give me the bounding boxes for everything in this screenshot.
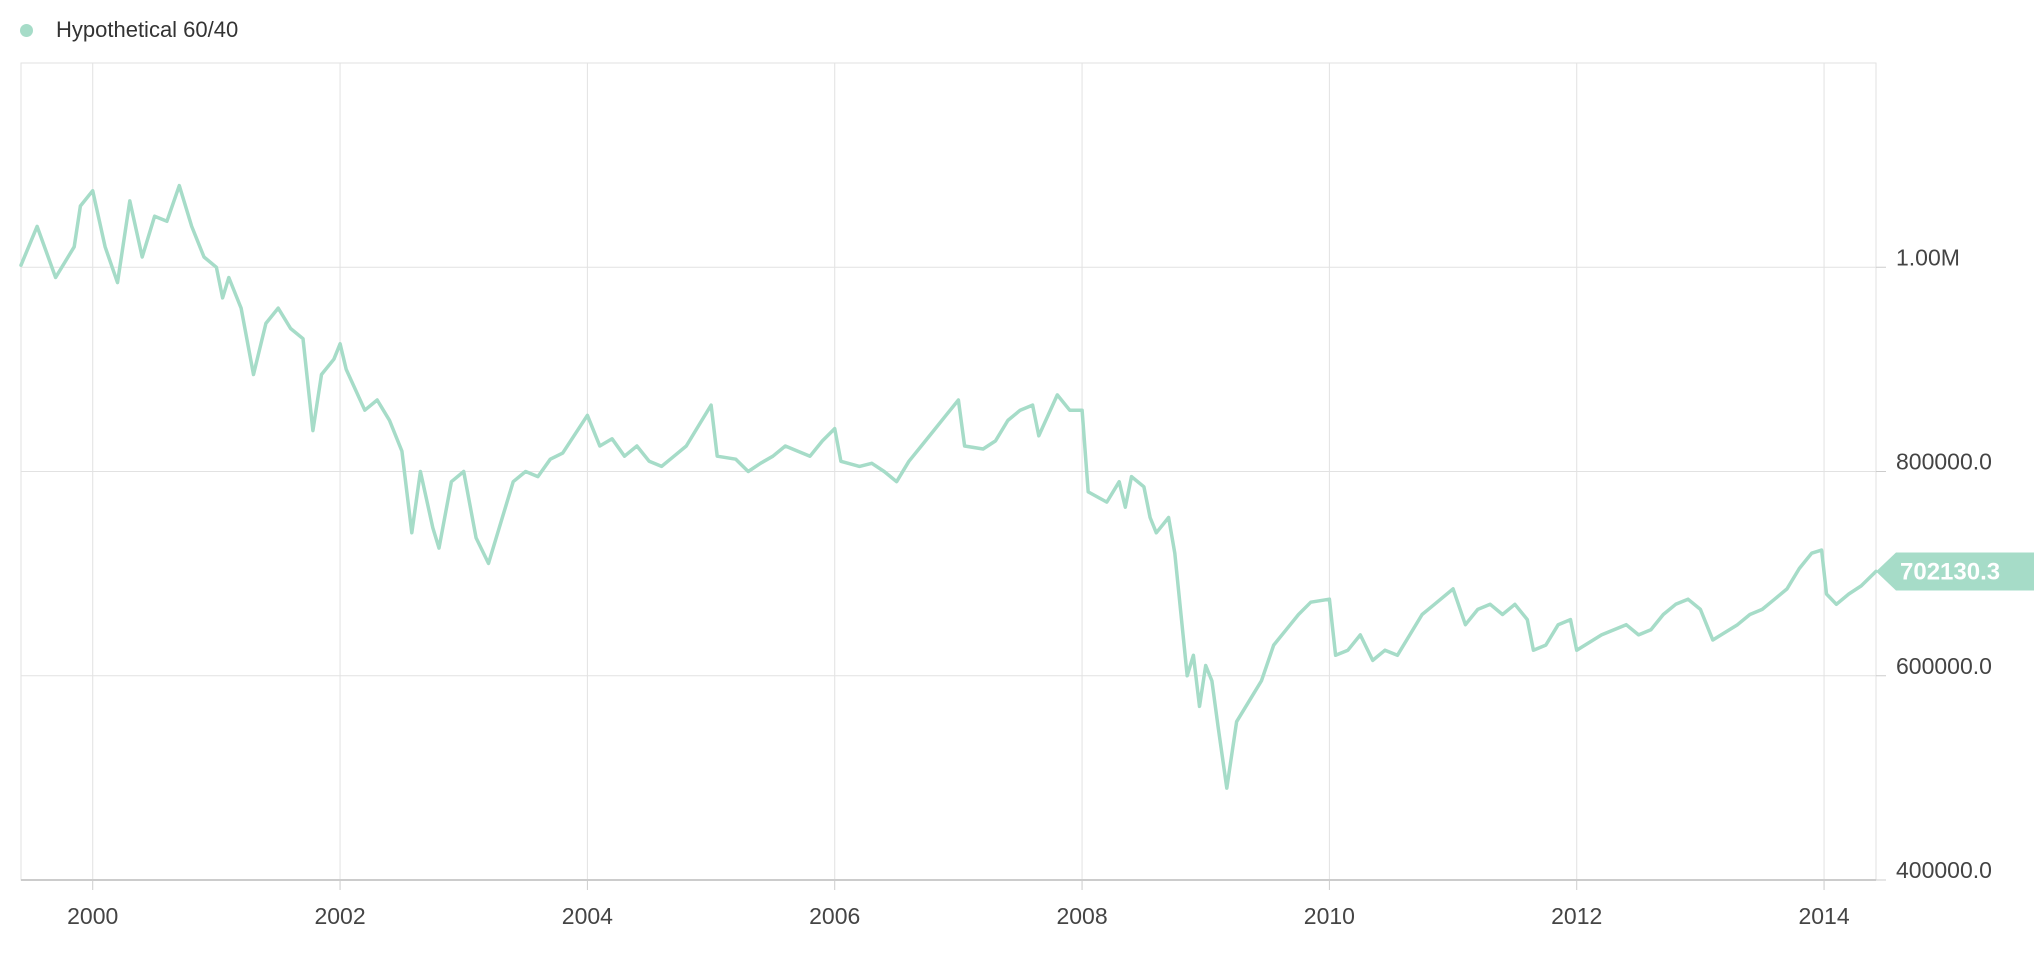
y-tick-label: 400000.0 bbox=[1896, 857, 1992, 883]
chart-grid bbox=[20, 62, 1877, 881]
circle-marker-icon bbox=[20, 23, 33, 37]
y-tick-label: 600000.0 bbox=[1896, 653, 1992, 679]
legend-label: Hypothetical 60/40 bbox=[56, 17, 239, 42]
series-layer bbox=[19, 183, 1878, 790]
series-line-hypothetical-60-40[interactable] bbox=[19, 183, 1878, 790]
last-value-label: 702130.3 bbox=[1900, 558, 2000, 585]
y-tick-label: 1.00M bbox=[1896, 244, 1960, 270]
x-tick-label: 2004 bbox=[562, 903, 613, 929]
x-tick-label: 2002 bbox=[314, 903, 365, 929]
chart-axes: 2000 2002 2004 2006 2008 2010 2012 2014 1.00M 800… bbox=[21, 244, 1992, 929]
y-tick-label: 800000.0 bbox=[1896, 449, 1992, 475]
last-value-layer: 702130.3 bbox=[1876, 552, 2034, 591]
x-tick-label: 2000 bbox=[67, 903, 118, 929]
x-tick-label: 2006 bbox=[809, 903, 860, 929]
chart-legend[interactable]: Hypothetical 60/40 bbox=[20, 12, 238, 48]
x-tick-label: 2014 bbox=[1798, 903, 1849, 929]
x-tick-label: 2012 bbox=[1551, 903, 1602, 929]
last-value-tag bbox=[1876, 552, 2034, 591]
x-tick-label: 2008 bbox=[1056, 903, 1107, 929]
x-tick-label: 2010 bbox=[1304, 903, 1355, 929]
